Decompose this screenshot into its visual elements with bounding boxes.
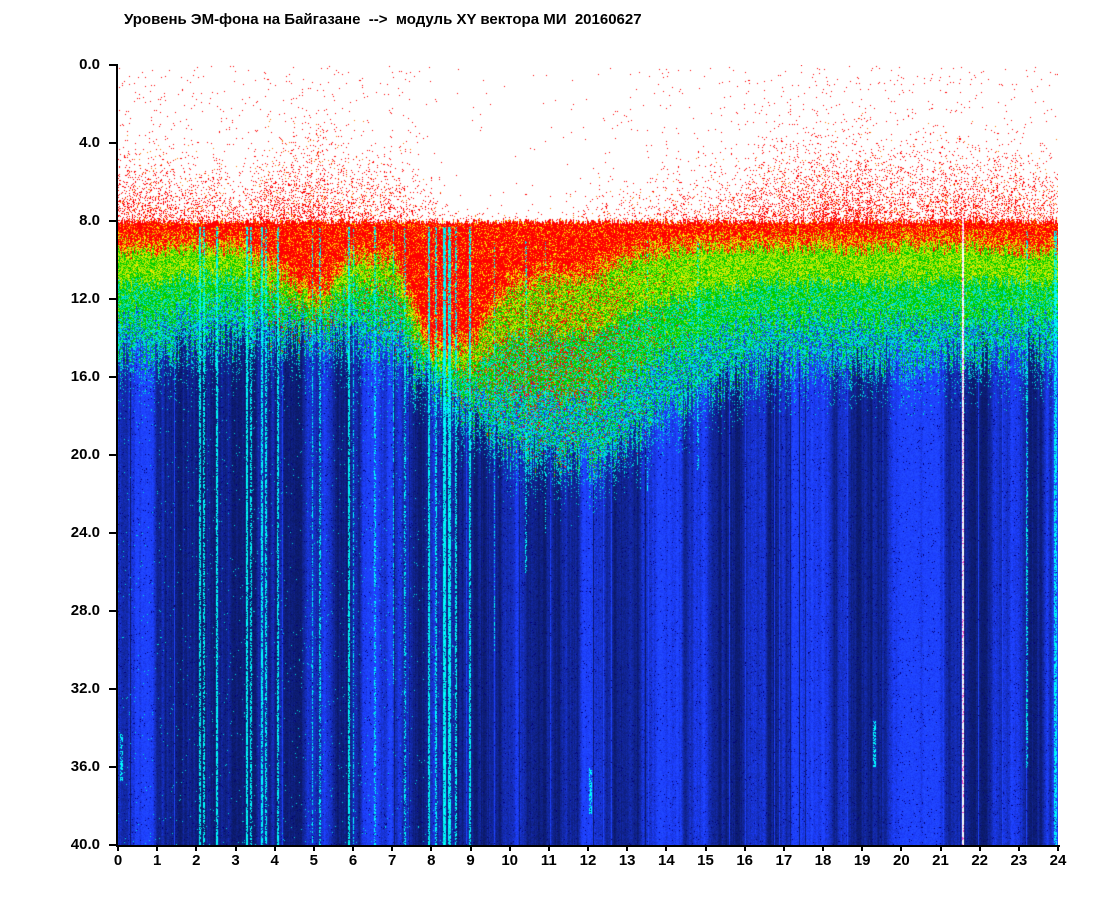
x-tick-label: 0: [113, 852, 123, 869]
x-tick-mark: [861, 847, 864, 851]
x-tick-label: 1: [152, 852, 162, 869]
y-tick-label: 32.0: [70, 680, 100, 697]
x-tick-label: 16: [736, 852, 753, 869]
x-tick-label: 12: [579, 852, 597, 869]
x-tick-mark: [273, 847, 276, 851]
y-tick-mark: [109, 64, 116, 66]
x-tick-mark: [234, 847, 237, 851]
y-tick-label: 20.0: [70, 446, 100, 463]
x-tick-label: 3: [231, 852, 240, 869]
x-tick-mark: [1057, 847, 1059, 851]
x-tick-mark: [195, 847, 198, 851]
y-tick-label: 12.0: [70, 290, 100, 307]
x-tick-label: 23: [1010, 852, 1028, 869]
x-tick-label: 21: [932, 852, 949, 869]
x-tick-label: 13: [618, 852, 636, 869]
y-tick-mark: [109, 766, 116, 768]
x-tick-mark: [665, 847, 668, 851]
x-tick-mark: [430, 847, 433, 851]
x-tick-label: 22: [971, 852, 988, 869]
x-tick-mark: [508, 847, 511, 851]
y-tick-label: 0.0: [79, 56, 100, 73]
x-tick-mark: [939, 847, 942, 851]
x-tick-label: 19: [853, 852, 871, 869]
x-tick-label: 4: [270, 852, 279, 869]
x-tick-mark: [391, 847, 394, 851]
y-axis-line: [116, 64, 118, 847]
y-tick-label: 4.0: [79, 134, 100, 151]
y-tick-mark: [109, 376, 116, 378]
x-tick-mark: [312, 847, 315, 851]
x-tick-mark: [352, 847, 354, 851]
y-tick-mark: [109, 610, 116, 612]
x-tick-label: 2: [192, 852, 201, 869]
x-tick-mark: [704, 847, 707, 851]
y-tick-mark: [109, 844, 116, 846]
x-tick-mark: [469, 847, 472, 851]
y-tick-label: 28.0: [70, 602, 100, 619]
x-tick-mark: [978, 847, 981, 851]
x-tick-mark: [1017, 847, 1020, 851]
y-tick-label: 40.0: [70, 836, 100, 853]
x-tick-mark: [156, 847, 159, 851]
chart-title: Уровень ЭМ-фона на Байгазане --> модуль …: [124, 11, 642, 28]
x-tick-label: 17: [775, 852, 793, 869]
y-tick-mark: [109, 298, 116, 300]
x-tick-mark: [743, 847, 746, 851]
x-tick-label: 8: [427, 852, 436, 869]
x-tick-mark: [547, 847, 550, 851]
x-tick-label: 24: [1049, 852, 1067, 869]
x-tick-mark: [900, 847, 903, 851]
x-axis-line: [116, 845, 1060, 847]
x-tick-label: 7: [387, 852, 397, 869]
x-tick-mark: [587, 847, 589, 851]
y-tick-label: 8.0: [79, 212, 100, 229]
y-tick-mark: [109, 142, 116, 144]
x-tick-label: 14: [657, 852, 675, 869]
x-tick-label: 15: [697, 852, 714, 869]
y-tick-label: 16.0: [70, 368, 100, 385]
x-tick-label: 18: [814, 852, 832, 869]
x-tick-label: 11: [540, 852, 557, 869]
y-tick-mark: [109, 532, 116, 534]
x-tick-label: 6: [348, 852, 358, 869]
x-tick-mark: [117, 847, 119, 851]
y-tick-mark: [109, 220, 116, 222]
x-tick-label: 10: [501, 852, 518, 869]
y-tick-mark: [109, 688, 116, 690]
y-tick-mark: [109, 454, 116, 456]
x-tick-mark: [822, 847, 824, 851]
y-tick-label: 36.0: [70, 758, 100, 775]
spectrogram-canvas: [118, 65, 1058, 845]
x-tick-label: 5: [309, 852, 318, 869]
x-tick-mark: [626, 847, 629, 851]
y-tick-label: 24.0: [70, 524, 100, 541]
x-tick-label: 9: [466, 852, 475, 869]
x-tick-mark: [782, 847, 785, 851]
x-tick-label: 20: [892, 852, 910, 869]
